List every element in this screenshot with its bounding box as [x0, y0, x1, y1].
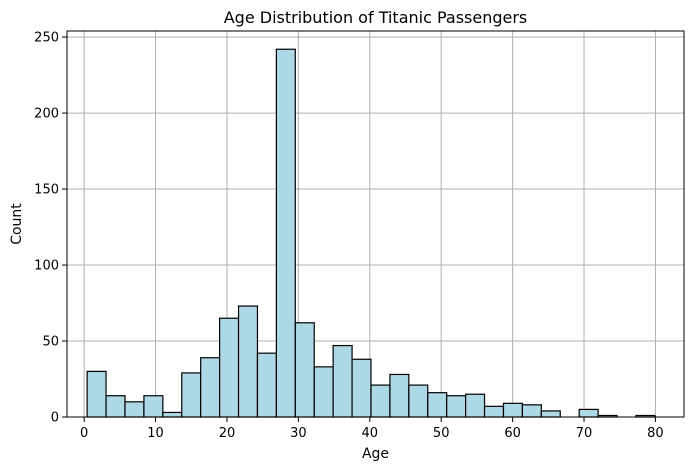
histogram-bar — [219, 317, 240, 418]
histogram-bar — [237, 305, 259, 418]
histogram-bar — [86, 370, 107, 418]
histogram-bar — [181, 372, 202, 418]
y-tick-label: 250 — [34, 31, 59, 46]
histogram-bar — [540, 410, 561, 418]
plot-frame — [66, 30, 685, 418]
x-tick-label: 40 — [362, 426, 379, 441]
histogram-bar — [332, 344, 353, 418]
histogram-bar — [408, 384, 429, 418]
histogram-bar — [275, 48, 296, 418]
y-tick-label: 100 — [34, 259, 59, 274]
histogram-bar — [351, 358, 372, 418]
histogram-bar — [483, 405, 505, 418]
chart-title: Age Distribution of Titanic Passengers — [224, 8, 528, 27]
y-axis-title: Count — [9, 203, 25, 245]
histogram-bar — [502, 402, 523, 418]
x-tick-label: 20 — [219, 426, 236, 441]
histogram-bar — [389, 373, 410, 418]
histogram-bar — [256, 352, 277, 418]
histogram-bar — [200, 357, 221, 418]
y-tick-label: 50 — [42, 335, 59, 350]
histogram-bar — [578, 408, 599, 418]
x-tick-label: 30 — [290, 426, 307, 441]
histogram-bar — [427, 392, 448, 418]
histogram-bar — [313, 366, 334, 418]
x-tick-label: 50 — [433, 426, 450, 441]
y-tick-label: 150 — [34, 183, 59, 198]
x-tick-label: 10 — [147, 426, 164, 441]
histogram-bar — [143, 395, 164, 418]
grid-lines — [67, 31, 684, 418]
histogram-bar — [521, 404, 542, 418]
histogram-bar — [294, 322, 315, 418]
x-tick-label: 80 — [647, 426, 664, 441]
histogram-bar — [465, 393, 486, 418]
x-axis-title: Age — [362, 446, 389, 462]
x-tick-label: 0 — [80, 426, 88, 441]
x-tick-label: 70 — [576, 426, 593, 441]
histogram-bars — [86, 48, 656, 418]
x-tick-label: 60 — [504, 426, 521, 441]
histogram-bar — [370, 384, 391, 418]
histogram-bar — [124, 401, 145, 418]
y-tick-label: 200 — [34, 107, 59, 122]
histogram-bar — [162, 411, 183, 418]
y-tick-label: 0 — [51, 411, 59, 426]
axis-ticks: 0 10 20 30 40 50 60 70 80 0 50 100 150 200 250 — [34, 31, 664, 441]
histogram-bar — [446, 395, 467, 418]
histogram-bar — [105, 395, 126, 418]
